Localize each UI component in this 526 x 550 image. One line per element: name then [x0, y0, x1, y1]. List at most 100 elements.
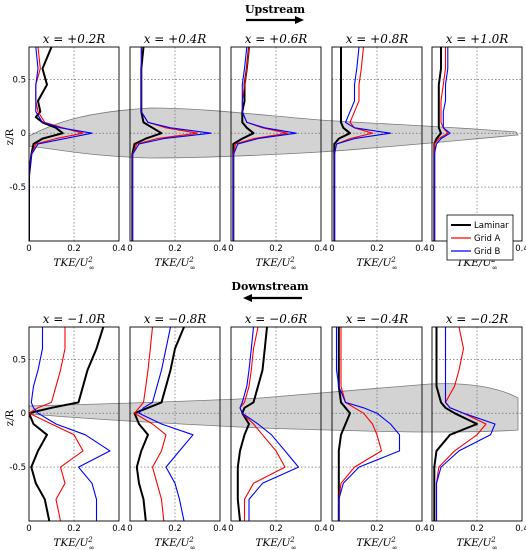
- series-line-grid-b: [333, 47, 392, 241]
- y-tick-label: -0.5: [9, 183, 26, 193]
- panel-title: x = +0.8R: [346, 32, 409, 46]
- x-tick-label: 0: [429, 524, 434, 534]
- y-tick-label: 0: [21, 129, 26, 139]
- series-line-grid-b: [232, 47, 297, 241]
- x-tick-label: 0.4: [112, 244, 126, 254]
- panel-title: x = −0.4R: [346, 312, 409, 326]
- panel-title: x = +0.4R: [144, 32, 207, 46]
- x-tick-label: 0.4: [415, 524, 429, 534]
- x-axis-label-base: TKE/U: [356, 537, 392, 549]
- legend-label-grid-a: Grid A: [474, 234, 501, 244]
- x-axis-label-sup: 2: [87, 536, 93, 544]
- panel-frame: [230, 46, 322, 242]
- series-line-grid-b: [29, 47, 93, 241]
- x-tick-label: 0.2: [370, 524, 384, 534]
- y-tick-label: 0.5: [12, 75, 26, 85]
- series-line-grid-b: [131, 47, 212, 241]
- x-tick-label: 0.4: [213, 524, 227, 534]
- x-axis-label: TKE/U2∞: [53, 256, 94, 272]
- x-tick-label: 0.4: [314, 524, 328, 534]
- x-axis-label-sup: 2: [289, 536, 295, 544]
- x-tick-label: 0.2: [269, 244, 283, 254]
- series-line-laminar: [337, 327, 351, 521]
- x-tick-label: 0.4: [213, 244, 227, 254]
- x-tick-label: 0: [127, 244, 132, 254]
- x-tick-label: 0.2: [370, 244, 384, 254]
- x-tick-label: 0.4: [515, 244, 526, 254]
- x-axis-label-sub: ∞: [291, 544, 297, 550]
- series-line-grid-a: [338, 327, 383, 521]
- legend-label-laminar: Laminar: [474, 221, 509, 231]
- series-line-grid-b: [138, 327, 194, 521]
- series-line-grid-a: [133, 327, 167, 521]
- upstream-label: Upstream: [245, 3, 305, 16]
- x-axis-label: TKE/U2∞: [356, 536, 397, 550]
- series-line-grid-b: [239, 327, 300, 521]
- x-axis-label-sup: 2: [490, 536, 496, 544]
- panel-frame: [331, 46, 423, 242]
- panel: x = +0.6R 0 0.2 0.4 TKE/U2 ∞: [228, 32, 327, 272]
- x-tick-label: 0: [127, 524, 132, 534]
- x-axis-label-sub: ∞: [392, 264, 398, 272]
- legend-label-grid-b: Grid B: [474, 247, 501, 257]
- upstream-header: Upstream: [245, 3, 305, 24]
- panel-title: x = +0.2R: [43, 32, 106, 46]
- x-axis-label-sub: ∞: [291, 264, 297, 272]
- panel-title: x = +1.0R: [446, 32, 509, 46]
- series-line-laminar: [236, 327, 268, 521]
- x-tick-label: 0: [329, 244, 334, 254]
- x-tick-label: 0.4: [415, 244, 429, 254]
- panel: x = −0.2R 0 0.2 0.4 TKE/U2∞: [429, 312, 526, 550]
- x-axis-label-sup: 2: [390, 536, 396, 544]
- panel: x = +0.4R 0 0.2 0.4 TKE/U2 ∞: [127, 32, 226, 272]
- x-tick-label: 0: [228, 244, 233, 254]
- x-tick-label: 0.2: [67, 244, 81, 254]
- series-line-grid-a: [239, 327, 286, 521]
- x-axis-label-sub: ∞: [190, 544, 196, 550]
- upstream-arrow-head: [295, 16, 304, 24]
- x-tick-label: 0.2: [470, 524, 484, 534]
- panel: x = −0.6R 0 0.2 0.4 TKE/U2 ∞: [228, 312, 327, 550]
- series-line-grid-b: [433, 47, 451, 241]
- x-tick-label: 0: [329, 524, 334, 534]
- x-axis-label-base: TKE/U: [255, 537, 291, 549]
- x-tick-label: 0.2: [269, 524, 283, 534]
- x-axis-label-sup: 2: [390, 256, 396, 264]
- x-axis-label: TKE/U2∞: [154, 256, 195, 272]
- downstream-header: Downstream: [231, 280, 309, 302]
- y-axis-label-bottom: z/R: [5, 409, 16, 426]
- panel-frame: [331, 326, 423, 522]
- series-line-grid-b: [335, 327, 401, 521]
- x-tick-label: 0: [26, 524, 31, 534]
- series-line-grid-b: [435, 327, 496, 521]
- x-axis-label-sup: 2: [188, 536, 194, 544]
- panel: x = −1.0R 0.5 0 -0.5 0 0.2 0.4 TKE/U2 ∞: [9, 312, 125, 550]
- panel: x = −0.4R 0 0.2 0.4 TKE/U2 ∞: [329, 312, 428, 550]
- panel-title: x = −0.2R: [446, 312, 509, 326]
- panel-title: x = −0.6R: [245, 312, 308, 326]
- panel-frame: [431, 326, 523, 522]
- y-tick-label: 0: [21, 409, 26, 419]
- panel-frame: [28, 46, 120, 242]
- x-axis-label-sub: ∞: [492, 544, 498, 550]
- x-axis-label: TKE/U2∞: [255, 256, 296, 272]
- x-axis-label: TKE/U2∞: [255, 536, 296, 550]
- x-axis-label-sub: ∞: [492, 264, 498, 272]
- panel: x = +0.2R 0.5 0 -0.5 0 0.2 0.4 TKE/U2 ∞: [9, 32, 125, 272]
- panel-frame: [129, 326, 221, 522]
- series-line-laminar: [433, 47, 442, 241]
- x-axis-label-base: TKE/U: [53, 257, 89, 269]
- panel-title: x = −1.0R: [43, 312, 106, 326]
- y-tick-label: -0.5: [9, 463, 26, 473]
- panel-title: x = +0.6R: [245, 32, 308, 46]
- panel-frame: [230, 326, 322, 522]
- wake-region-layer: [28, 107, 519, 433]
- x-axis-label-sup: 2: [87, 256, 93, 264]
- wake-band: [28, 383, 519, 433]
- panel: x = −0.8R 0 0.2 0.4 TKE/U2 ∞: [127, 312, 226, 550]
- x-axis-label-base: TKE/U: [154, 257, 190, 269]
- series-line-grid-a: [29, 327, 84, 521]
- panel-title: x = −0.8R: [144, 312, 207, 326]
